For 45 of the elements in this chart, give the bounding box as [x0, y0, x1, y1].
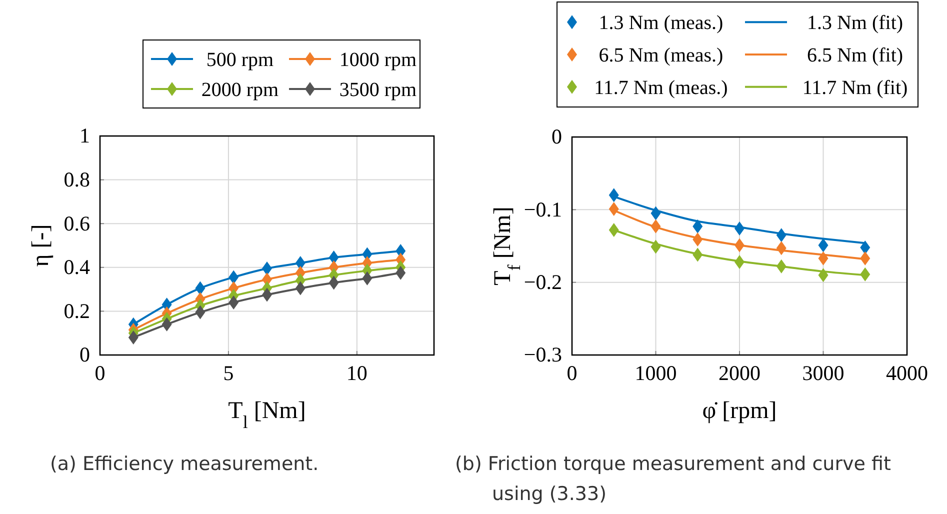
- point: [195, 281, 206, 296]
- point: [128, 330, 138, 344]
- x-tick-label: 0: [94, 360, 106, 385]
- y-tick-label: 0: [552, 124, 562, 149]
- text: (b) Friction torque measurement and curve fit using (3.33): [455, 453, 891, 505]
- text: (a) Efficiency measurement.: [50, 453, 319, 475]
- legend-label: 11.7 Nm (fit): [802, 76, 908, 99]
- point: [228, 295, 239, 310]
- y-tick-label: 0.4: [64, 255, 90, 280]
- x-tick-label: 0: [566, 360, 578, 385]
- x-tick-label: 1000: [634, 360, 677, 385]
- legend-label: 1.3 Nm (fit): [806, 12, 904, 34]
- x-tick-label: 3000: [802, 360, 844, 385]
- y-axis-title: η [-]: [28, 224, 54, 267]
- point: [228, 270, 239, 284]
- x-tick-label: 2000: [718, 360, 760, 385]
- point: [328, 276, 339, 290]
- y-tick-label: 1: [80, 124, 90, 148]
- y-tick-label: −0.1: [524, 197, 562, 222]
- legend-label: 2000 rpm: [201, 79, 280, 101]
- legend-label: 6.5 Nm (meas.): [598, 44, 724, 66]
- legend-label: 500 rpm: [206, 49, 274, 71]
- point: [295, 281, 306, 296]
- point: [162, 317, 172, 332]
- point: [396, 266, 406, 280]
- legend-label: 3500 rpm: [339, 79, 418, 101]
- y-tick-label: 0.8: [64, 168, 90, 192]
- point: [362, 271, 372, 286]
- x-axis-title: T$_{l}$ [Nm]: [228, 398, 306, 432]
- y-tick-label: 0.6: [64, 211, 90, 236]
- y-tick-label: −0.2: [524, 270, 562, 294]
- legend-label: 1000 rpm: [339, 49, 418, 71]
- y-tick-label: 0.2: [64, 298, 90, 323]
- legend-label: 1.3 Nm (meas.): [598, 12, 724, 34]
- x-tick-label: 5: [223, 360, 234, 385]
- legend-label: 6.5 Nm (fit): [806, 44, 904, 66]
- legend-label: 11.7 Nm (meas.): [594, 76, 728, 99]
- point: [195, 305, 206, 320]
- y-tick-label: 0: [80, 342, 90, 367]
- x-tick-label: 4000: [886, 360, 928, 385]
- y-tick-label: −0.3: [524, 342, 562, 367]
- x-axis-title: φ̇ [rpm]: [702, 398, 777, 424]
- point: [692, 219, 703, 234]
- point: [818, 238, 828, 252]
- x-tick-label: 10: [346, 360, 368, 385]
